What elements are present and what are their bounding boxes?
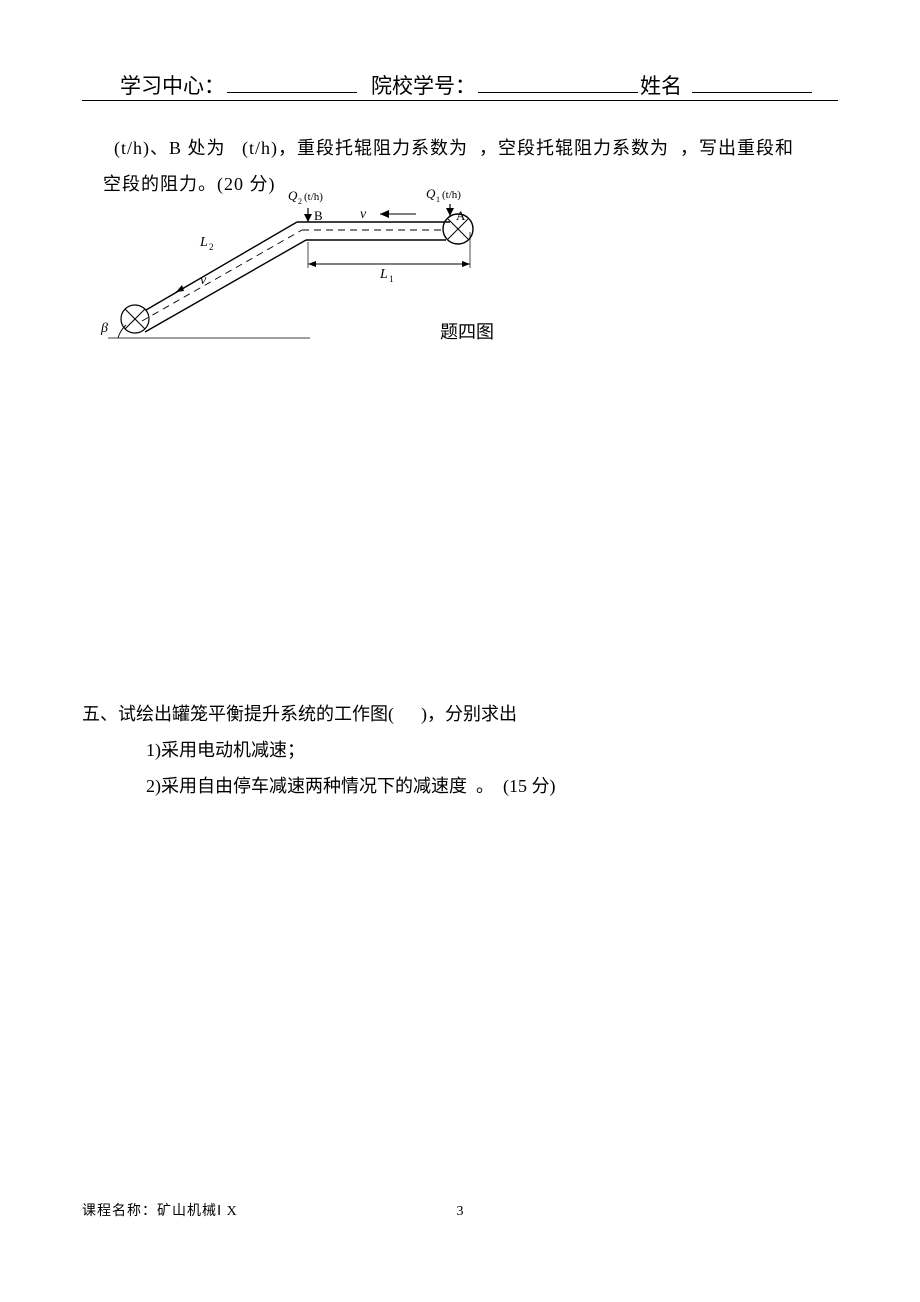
svg-text:1: 1 bbox=[389, 274, 394, 284]
svg-text:(t/h): (t/h) bbox=[442, 189, 461, 201]
svg-text:2: 2 bbox=[209, 242, 214, 252]
svg-text:A: A bbox=[456, 208, 466, 223]
blank-studentid bbox=[478, 70, 638, 93]
blank-center bbox=[227, 70, 357, 93]
svg-text:1: 1 bbox=[436, 195, 440, 204]
svg-text:v: v bbox=[360, 207, 367, 222]
svg-text:Q: Q bbox=[288, 188, 298, 203]
q4-diagram-caption: 题四图 bbox=[440, 318, 494, 344]
header-rule bbox=[82, 100, 838, 101]
svg-text:Q: Q bbox=[426, 186, 436, 201]
svg-text:B: B bbox=[314, 208, 323, 223]
q5-block: 五、试绘出罐笼平衡提升系统的工作图( )，分别求出 1)采用电动机减速； 2)采… bbox=[82, 696, 835, 804]
svg-text:L: L bbox=[199, 235, 208, 250]
q5-item1: 1)采用电动机减速； bbox=[146, 732, 835, 768]
svg-text:2: 2 bbox=[298, 197, 302, 206]
label-studentid: 院校学号： bbox=[371, 70, 476, 100]
svg-text:L: L bbox=[379, 267, 388, 282]
q4-diagram: L 2 v β B Q 2 (t/h) A Q 1 (t/h) bbox=[90, 186, 570, 346]
blank-name bbox=[692, 70, 812, 93]
q4-line1: (t/h)、B 处为 (t/h)，重段托辊阻力系数为 ，空段托辊阻力系数为 ，写… bbox=[103, 130, 835, 166]
q5-heading: 五、试绘出罐笼平衡提升系统的工作图( )，分别求出 bbox=[82, 696, 835, 732]
svg-text:v: v bbox=[200, 273, 207, 288]
svg-text:(t/h): (t/h) bbox=[304, 191, 323, 203]
svg-text:β: β bbox=[100, 321, 108, 336]
q5-item2: 2)采用自由停车减速两种情况下的减速度 。 (15 分) bbox=[146, 768, 835, 804]
footer-page-number: 3 bbox=[0, 1204, 920, 1220]
label-center: 学习中心： bbox=[120, 70, 225, 100]
label-name: 姓名 bbox=[640, 70, 682, 100]
page-header: 学习中心： 院校学号： 姓名 bbox=[120, 70, 830, 100]
